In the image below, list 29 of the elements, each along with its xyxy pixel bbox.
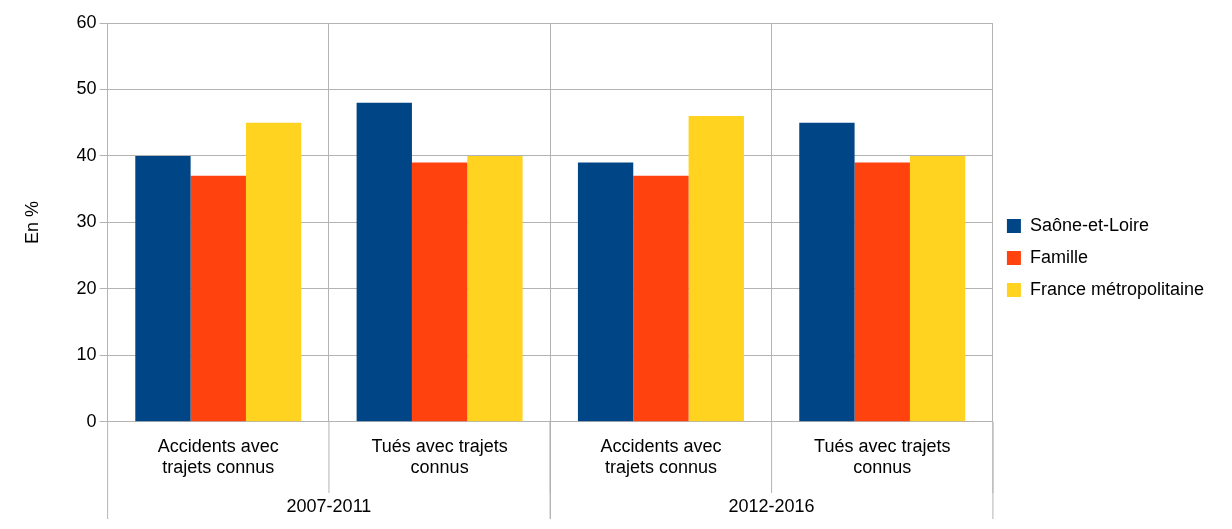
bar — [356, 102, 412, 422]
bar — [467, 155, 523, 422]
text: 2007-2011 — [286, 495, 372, 516]
y-tick-label: 40 — [76, 144, 97, 165]
legend-label: Saône-et-Loire — [1029, 214, 1149, 235]
legend-label: France métropolitaine — [1029, 278, 1205, 299]
y-tick-label: 20 — [76, 277, 97, 298]
text: 2012-2016 — [728, 495, 815, 516]
x-tick-label: Tués avec trajets connus — [814, 435, 951, 478]
legend-label: Famille — [1029, 246, 1088, 267]
bar — [633, 175, 689, 422]
x-tick-label: Accidents avec trajets connus — [157, 435, 279, 478]
x-tick-label: Accidents avec trajets connus — [600, 435, 722, 478]
x-tick-label: Tués avec trajets connus — [371, 435, 508, 478]
y-tick-label: 50 — [76, 78, 97, 99]
bar — [245, 122, 302, 422]
bar — [909, 155, 966, 422]
bar — [135, 155, 191, 422]
bar — [688, 116, 744, 422]
y-tick-label: 0 — [86, 410, 97, 431]
bar — [854, 162, 910, 422]
bar — [577, 162, 634, 422]
bar — [190, 175, 246, 422]
bar — [799, 122, 855, 422]
y-tick-label: 30 — [76, 211, 97, 232]
y-tick-label: 60 — [76, 11, 97, 32]
bar — [411, 162, 468, 422]
y-tick-label: 10 — [76, 344, 97, 365]
y-axis-title: En % — [21, 200, 42, 244]
